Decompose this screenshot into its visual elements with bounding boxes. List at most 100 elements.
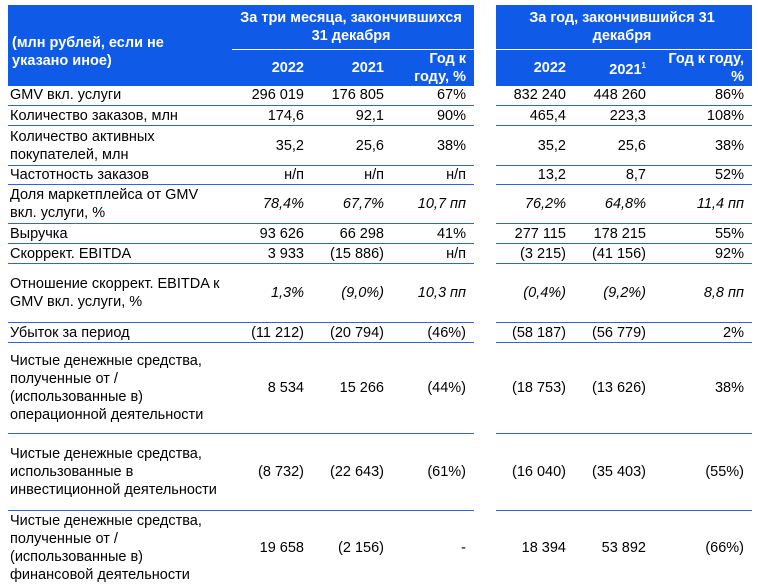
q-col-2021: 2021 (312, 49, 392, 86)
q-yoy-value: н/п (392, 165, 474, 185)
q-2022-value: 8 534 (232, 342, 312, 434)
y-2022-value: (18 753) (496, 342, 574, 434)
footnote-marker: 1 (641, 60, 646, 70)
row-label: Скоррект. EBITDA (8, 243, 232, 264)
row-label: Выручка (8, 223, 232, 244)
y-yoy-value: 11,4 пп (654, 184, 752, 224)
y-col-yoy: Год к году, % (654, 49, 752, 86)
y-2021-value: (35 403) (574, 433, 654, 511)
y-yoy-value: 92% (654, 243, 752, 264)
q-yoy-value: н/п (392, 243, 474, 264)
q-2021-value: (22 643) (312, 433, 392, 511)
y-yoy-value: 52% (654, 165, 752, 185)
y-2021-value: (13 626) (574, 342, 654, 434)
y-2021-value: 8,7 (574, 165, 654, 185)
row-label: Количество заказов, млн (8, 105, 232, 126)
q-2022-value: 78,4% (232, 184, 312, 224)
q-yoy-value: 41% (392, 223, 474, 244)
table-row: Чистые денежные средства, использованные… (8, 433, 752, 511)
spacer (474, 105, 496, 126)
q-2021-value: (9,0%) (312, 263, 392, 323)
q-2021-value: 176 805 (312, 85, 392, 106)
y-2022-value: (3 215) (496, 243, 574, 264)
q-2022-value: 35,2 (232, 125, 312, 166)
q-col-yoy: Год к году, % (392, 49, 474, 86)
q-2021-value: 15 266 (312, 342, 392, 434)
y-2021-value: 223,3 (574, 105, 654, 126)
table-row: Выручка 93 626 66 298 41% 277 115 178 215 55% (8, 223, 752, 244)
spacer (474, 184, 496, 224)
row-label: Количество активных покупателей, млн (8, 125, 232, 166)
financial-summary-table: (млн рублей, если не указано иное) За тр… (8, 5, 752, 585)
q-2021-value: 25,6 (312, 125, 392, 166)
y-2022-value: 18 394 (521, 539, 566, 556)
table-row: Чистые денежные средства, полученные от … (8, 510, 752, 585)
spacer (474, 165, 496, 185)
q-yoy-value: 10,3 пп (392, 263, 474, 323)
y-2021-value: 53 892 (601, 539, 646, 556)
q-2022-value: 93 626 (232, 223, 312, 244)
year-group-header: За год, закончившийся 31 декабря (496, 5, 752, 50)
quarter-group-header: За три месяца, закончившихся 31 декабря (232, 5, 474, 50)
y-yoy-value: 55% (654, 223, 752, 244)
spacer (474, 5, 496, 86)
spacer (474, 342, 496, 434)
y-2022-value: 832 240 (496, 85, 574, 106)
row-label: Отношение скоррект. EBITDA к GMV вкл. ус… (8, 263, 232, 323)
q-yoy-value: (46%) (392, 322, 474, 343)
q-2021-value: н/п (312, 165, 392, 185)
y-col-2021: 20211 (574, 49, 654, 86)
table-row: Количество заказов, млн 174,6 92,1 90% 465,4… (8, 105, 752, 126)
spacer (474, 433, 496, 511)
q-yoy-value: 67% (392, 85, 474, 106)
q-yoy-value: (44%) (392, 342, 474, 434)
y-2022-value: (0,4%) (496, 263, 574, 323)
y-yoy-value: 2% (654, 322, 752, 343)
q-2021-value: 92,1 (312, 105, 392, 126)
table-row: Скоррект. EBITDA 3 933 (15 886) н/п (3 215)(… (8, 243, 752, 264)
y-2022-value: (58 187) (496, 322, 574, 343)
spacer (474, 263, 496, 323)
spacer (474, 510, 496, 585)
q-col-2022: 2022 (232, 49, 312, 86)
q-2022-value: 3 933 (232, 243, 312, 264)
y-yoy-value: 86% (654, 85, 752, 106)
row-label: Чистые денежные средства, полученные от … (10, 512, 202, 583)
y-yoy-value: 108% (654, 105, 752, 126)
y-yoy-value: 8,8 пп (654, 263, 752, 323)
q-yoy-value: 90% (392, 105, 474, 126)
spacer (474, 125, 496, 166)
row-label: Чистые денежные средства, полученные от … (8, 342, 232, 434)
y-yoy-value: 38% (654, 125, 752, 166)
y-2021-value: (56 779) (574, 322, 654, 343)
q-yoy-value: 10,7 пп (392, 184, 474, 224)
y-2022-value: 277 115 (496, 223, 574, 244)
q-2022-value: 174,6 (232, 105, 312, 126)
q-2022-value: 296 019 (232, 85, 312, 106)
table-row: Отношение скоррект. EBITDA к GMV вкл. ус… (8, 263, 752, 323)
q-2021-value: (15 886) (312, 243, 392, 264)
q-2022-value: 1,3% (232, 263, 312, 323)
y-2021-value: (9,2%) (574, 263, 654, 323)
q-2022-value: 19 658 (259, 539, 304, 556)
y-col-2022: 2022 (496, 49, 574, 86)
table-row: GMV вкл. услуги 296 019 176 805 67% 832 240 4… (8, 85, 752, 106)
q-yoy-value: (61%) (392, 433, 474, 511)
y-2022-value: 35,2 (496, 125, 574, 166)
q-2021-value: (2 156) (338, 539, 384, 556)
row-label: Убыток за период (8, 322, 232, 343)
y-2021-value: 448 260 (574, 85, 654, 106)
y-2022-value: (16 040) (496, 433, 574, 511)
q-2022-value: н/п (232, 165, 312, 185)
y-yoy-value: (66%) (705, 539, 744, 556)
row-label: GMV вкл. услуги (8, 85, 232, 106)
y-2022-value: 76,2% (496, 184, 574, 224)
units-header: (млн рублей, если не указано иное) (8, 5, 232, 86)
y-2021-value: 64,8% (574, 184, 654, 224)
y-2021-value: (41 156) (574, 243, 654, 264)
table-row: Доля маркетплейса от GMV вкл. услуги, % 7… (8, 184, 752, 224)
spacer (474, 223, 496, 244)
table-row: Частотность заказов н/п н/п н/п 13,2 8,7 52% (8, 165, 752, 185)
spacer (474, 322, 496, 343)
y-yoy-value: 38% (654, 342, 752, 434)
